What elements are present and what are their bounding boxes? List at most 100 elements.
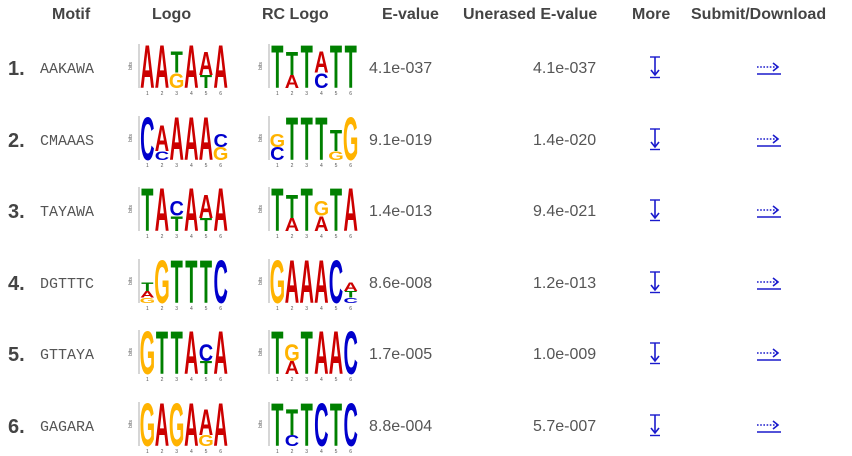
submit-download-button[interactable]	[754, 344, 784, 364]
sequence-logo[interactable]: bits 1 G 2 A 3 G 4 A 5 G A 6 A	[126, 396, 230, 454]
rc-sequence-logo[interactable]: bits 1 C G 2 T 3 T 4 T 5 G T 6 G	[256, 110, 360, 168]
header-submit-download: Submit/Download	[691, 6, 827, 23]
submit-download-button[interactable]	[754, 130, 784, 150]
logo-letter-T: T	[200, 73, 212, 93]
rc-sequence-logo[interactable]: bits 1 T 2 A T 3 T 4 C A 5 T 6 T	[256, 38, 360, 96]
logo-position-tick: 3	[175, 163, 178, 168]
logo-position-tick: 2	[161, 163, 164, 168]
logo-position-tick: 5	[205, 163, 208, 168]
logo-position-tick: 1	[146, 449, 149, 454]
logo-position-tick: 1	[146, 234, 149, 239]
logo-position-tick: 1	[276, 449, 279, 454]
logo-axis-label: bits	[128, 420, 134, 428]
logo-axis-label: bits	[258, 420, 264, 428]
more-button[interactable]	[644, 340, 666, 366]
rc-sequence-logo[interactable]: bits 1 G 2 A 3 A 4 A 5 C 6 C T A	[256, 253, 360, 311]
header-logo: Logo	[152, 6, 192, 23]
logo-letter-T: T	[286, 44, 298, 82]
logo-letter-T: T	[301, 396, 313, 454]
unerased-evalue: 1.2e-013	[533, 274, 597, 292]
logo-letter-C: C	[213, 131, 228, 151]
motif-index: 3.	[8, 201, 25, 224]
logo-letter-C: C	[140, 110, 154, 168]
logo-letter-T: T	[301, 324, 313, 382]
logo-letter-A: A	[184, 110, 198, 168]
logo-letter-A: A	[140, 38, 154, 96]
motif-consensus: GTTAYA	[40, 347, 95, 365]
logo-axis-label: bits	[128, 205, 134, 213]
sequence-logo[interactable]: bits 1 C 2 C A 3 A 4 A 5 A 6 G C	[126, 110, 230, 168]
submit-download-button[interactable]	[754, 58, 784, 78]
more-button[interactable]	[644, 269, 666, 295]
logo-axis-label: bits	[128, 276, 134, 284]
sequence-logo[interactable]: bits 1 T 2 A 3 T C 4 A 5 T A 6 A	[126, 181, 230, 239]
logo-letter-A: A	[213, 181, 227, 239]
logo-letter-A: A	[343, 181, 357, 239]
evalue: 1.4e-013	[369, 203, 433, 221]
header-motif: Motif	[52, 6, 91, 23]
submit-download-button[interactable]	[754, 416, 784, 436]
logo-position-tick: 5	[205, 449, 208, 454]
logo-position-tick: 4	[190, 234, 193, 239]
rc-sequence-logo[interactable]: bits 1 T 2 A T 3 T 4 A G 5 T 6 A	[256, 181, 360, 239]
logo-letter-A: A	[199, 44, 213, 82]
sequence-logo[interactable]: bits 1 G A T 2 G 3 T 4 T 5 T 6 C	[126, 253, 230, 311]
logo-letter-T: T	[271, 324, 283, 382]
more-button[interactable]	[644, 197, 666, 223]
submit-download-button[interactable]	[754, 273, 784, 293]
logo-position-tick: 4	[320, 91, 323, 96]
logo-letter-G: G	[284, 339, 300, 366]
logo-position-tick: 6	[219, 163, 222, 168]
logo-position-tick: 3	[175, 234, 178, 239]
submit-download-button[interactable]	[754, 201, 784, 221]
logo-letter-G: G	[213, 144, 229, 164]
logo-position-tick: 6	[349, 449, 352, 454]
logo-letter-T: T	[286, 188, 298, 226]
logo-letter-A: A	[155, 119, 169, 160]
more-button[interactable]	[644, 126, 666, 152]
logo-position-tick: 2	[291, 306, 294, 311]
logo-letter-G: G	[270, 253, 286, 311]
logo-letter-C: C	[314, 69, 328, 93]
dotted-right-arrow-icon	[757, 133, 781, 147]
logo-position-tick: 4	[190, 377, 193, 382]
logo-letter-A: A	[155, 181, 169, 239]
rc-sequence-logo[interactable]: bits 1 T 2 A G 3 T 4 A 5 A 6 C	[256, 324, 360, 382]
logo-position-tick: 3	[175, 306, 178, 311]
sequence-logo[interactable]: bits 1 G 2 T 3 T 4 A 5 T C 6 A	[126, 324, 230, 382]
logo-position-tick: 1	[146, 163, 149, 168]
down-arrow-icon	[650, 342, 660, 365]
header-evalue: E-value	[382, 6, 439, 23]
logo-letter-G: G	[270, 131, 286, 151]
more-button[interactable]	[644, 54, 666, 80]
logo-letter-T: T	[171, 213, 184, 237]
logo-position-tick: 4	[320, 377, 323, 382]
logo-position-tick: 3	[305, 91, 308, 96]
logo-position-tick: 2	[161, 91, 164, 96]
evalue: 1.7e-005	[369, 346, 433, 364]
logo-letter-G: G	[343, 110, 359, 168]
motif-index: 6.	[8, 416, 25, 438]
logo-letter-A: A	[285, 253, 299, 311]
logo-axis-label: bits	[128, 133, 134, 141]
rc-sequence-logo[interactable]: bits 1 T 2 C T 3 T 4 C 5 T 6 C	[256, 396, 360, 454]
more-button[interactable]	[644, 412, 666, 438]
sequence-logo[interactable]: bits 1 A 2 A 3 G T 4 A 5 T A 6 A	[126, 38, 230, 96]
logo-position-tick: 5	[335, 377, 338, 382]
logo-letter-C: C	[285, 432, 300, 449]
logo-letter-C: C	[155, 149, 169, 163]
logo-position-tick: 6	[219, 377, 222, 382]
logo-letter-C: C	[169, 197, 183, 221]
logo-position-tick: 2	[291, 449, 294, 454]
logo-position-tick: 5	[335, 306, 338, 311]
logo-position-tick: 3	[175, 449, 178, 454]
logo-position-tick: 4	[320, 306, 323, 311]
logo-letter-C: C	[329, 253, 343, 311]
logo-position-tick: 4	[190, 91, 193, 96]
